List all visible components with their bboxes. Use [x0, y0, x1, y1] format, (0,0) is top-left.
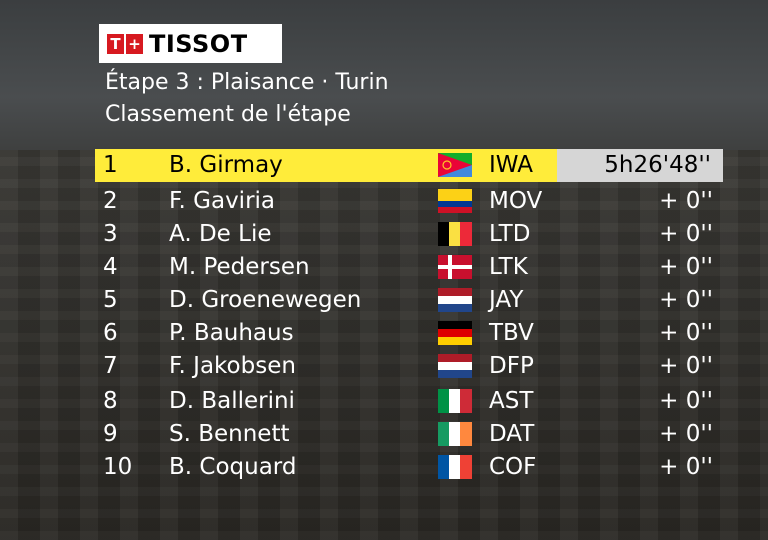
rider-name: B. Girmay — [169, 152, 283, 178]
rank: 6 — [103, 320, 118, 346]
result-row: 2 F. Gaviria MOV + 0'' — [95, 185, 723, 218]
result-row: 6 P. Bauhaus TBV + 0'' — [95, 317, 723, 350]
team-code: LTD — [489, 221, 531, 247]
tissot-cross-icon: T + — [107, 33, 143, 54]
time: + 0'' — [659, 353, 713, 379]
result-row: 10 B. Coquard COF + 0'' — [95, 451, 723, 484]
rider-name: M. Pedersen — [169, 254, 310, 280]
time: + 0'' — [659, 221, 713, 247]
rank: 4 — [103, 254, 118, 280]
team-code: LTK — [489, 254, 528, 280]
time: + 0'' — [659, 320, 713, 346]
result-row: 8 D. Ballerini AST + 0'' — [95, 385, 723, 418]
leader-row: 1 B. Girmay IWA 5h26'48'' — [95, 149, 723, 182]
rider-name: D. Groenewegen — [169, 287, 362, 313]
rider-name: S. Bennett — [169, 421, 290, 447]
time: + 0'' — [659, 188, 713, 214]
time: + 0'' — [659, 421, 713, 447]
stage-title: Étape 3 : Plaisance · Turin — [105, 70, 389, 95]
netherlands-flag-icon — [438, 288, 472, 312]
rank: 10 — [103, 454, 133, 480]
italy-flag-icon — [438, 389, 472, 413]
time: + 0'' — [659, 254, 713, 280]
ireland-flag-icon — [438, 422, 472, 446]
rider-name: A. De Lie — [169, 221, 272, 247]
rank: 8 — [103, 388, 118, 414]
denmark-flag-icon — [438, 255, 472, 279]
eritrea-flag-icon — [438, 153, 472, 177]
team-code: IWA — [489, 152, 534, 178]
team-code: DAT — [489, 421, 535, 447]
logo-mark-plus: + — [126, 33, 143, 54]
team-code: COF — [489, 454, 537, 480]
logo-text: TISSOT — [149, 29, 248, 58]
rank: 5 — [103, 287, 118, 313]
city-background — [0, 150, 768, 540]
time: + 0'' — [659, 388, 713, 414]
team-code: TBV — [489, 320, 534, 346]
leader-time-box — [557, 149, 723, 182]
time: + 0'' — [659, 287, 713, 313]
team-code: DFP — [489, 353, 534, 379]
france-flag-icon — [438, 455, 472, 479]
result-row: 3 A. De Lie LTD + 0'' — [95, 218, 723, 251]
stage-subtitle: Classement de l'étape — [105, 102, 351, 127]
rider-name: D. Ballerini — [169, 388, 295, 414]
rider-name: B. Coquard — [169, 454, 297, 480]
rank: 3 — [103, 221, 118, 247]
result-row: 5 D. Groenewegen JAY + 0'' — [95, 284, 723, 317]
rank: 7 — [103, 353, 118, 379]
result-row: 4 M. Pedersen LTK + 0'' — [95, 251, 723, 284]
rider-name: F. Gaviria — [169, 188, 276, 214]
rank: 9 — [103, 421, 118, 447]
tissot-logo: T + TISSOT — [99, 24, 282, 63]
team-code: AST — [489, 388, 534, 414]
netherlands-flag-icon — [438, 354, 472, 378]
belgium-flag-icon — [438, 222, 472, 246]
colombia-flag-icon — [438, 189, 472, 213]
germany-flag-icon — [438, 321, 472, 345]
result-row: 9 S. Bennett DAT + 0'' — [95, 418, 723, 451]
team-code: MOV — [489, 188, 543, 214]
result-row: 7 F. Jakobsen DFP + 0'' — [95, 350, 723, 383]
team-code: JAY — [489, 287, 524, 313]
rank: 1 — [103, 152, 118, 178]
time: 5h26'48'' — [604, 152, 711, 178]
rank: 2 — [103, 188, 118, 214]
rider-name: F. Jakobsen — [169, 353, 296, 379]
logo-mark-t: T — [107, 33, 124, 54]
rider-name: P. Bauhaus — [169, 320, 294, 346]
time: + 0'' — [659, 454, 713, 480]
